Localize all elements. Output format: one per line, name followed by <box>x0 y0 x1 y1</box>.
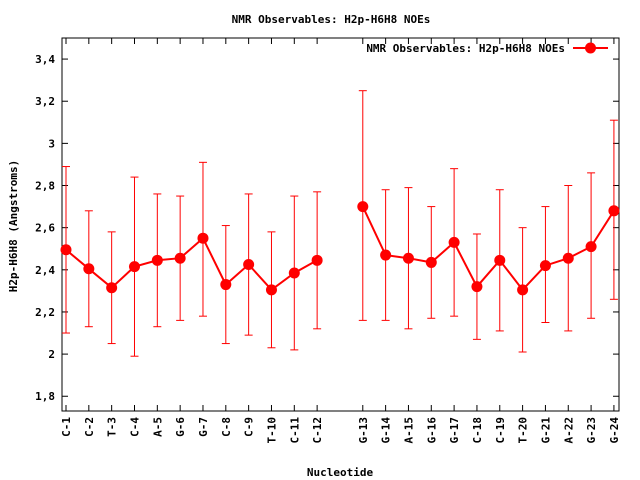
x-tick-label: G-7 <box>197 417 210 437</box>
y-tick-label: 3 <box>48 137 55 150</box>
legend-marker <box>585 42 596 54</box>
x-tick-label: C-12 <box>311 417 324 444</box>
x-tick-label: A-22 <box>562 417 575 444</box>
y-tick-label: 3,2 <box>35 95 55 108</box>
x-tick-label: C-19 <box>494 417 507 444</box>
x-tick-label: A-15 <box>402 417 415 444</box>
chart-title: NMR Observables: H2p-H6H8 NOEs <box>232 13 431 26</box>
data-point <box>425 256 437 268</box>
x-tick-label: G-16 <box>425 417 438 444</box>
x-axis-label: Nucleotide <box>307 466 374 479</box>
data-point <box>517 284 529 296</box>
legend: NMR Observables: H2p-H6H8 NOEs <box>366 42 608 55</box>
data-point <box>311 254 323 266</box>
x-tick-label: C-2 <box>83 417 96 437</box>
data-point <box>494 254 506 266</box>
x-tick-label: G-24 <box>608 417 621 444</box>
x-tick-label: C-11 <box>288 417 301 444</box>
y-axis-label: H2p-H6H8 (Angstroms) <box>7 160 20 292</box>
x-tick-label: G-21 <box>539 417 552 444</box>
x-tick-label: C-18 <box>471 417 484 444</box>
data-point <box>357 201 369 213</box>
x-tick-label: C-4 <box>128 417 141 437</box>
series-line <box>65 236 318 292</box>
x-tick-label: G-6 <box>174 417 187 437</box>
axes-layer: 1,8 2 2,2 2,4 2,6 2,8 3 3,2 3,4 C-1 C-2 T-3 C-4 A-5 G-… <box>35 38 621 444</box>
data-point <box>539 260 551 272</box>
y-tick-label: 2,2 <box>35 306 55 319</box>
y-tick-label: 2 <box>48 348 55 361</box>
data-point <box>585 241 597 253</box>
x-tick-label: G-17 <box>448 417 461 444</box>
data-point <box>288 267 300 279</box>
data-point <box>128 261 140 273</box>
data-point <box>83 263 95 275</box>
x-tick-label: G-23 <box>585 417 598 444</box>
data-point <box>380 249 392 261</box>
data-point <box>220 279 232 291</box>
x-tick-label: T-10 <box>265 417 278 444</box>
x-tick-label: C-9 <box>243 417 256 437</box>
x-tick-label: G-13 <box>357 417 370 444</box>
x-tick-label: C-1 <box>60 417 73 437</box>
x-tick-label: T-20 <box>517 417 530 444</box>
data-point <box>60 244 72 256</box>
y-tick-label: 2,4 <box>35 264 55 277</box>
data-point <box>402 252 414 264</box>
y-tick-label: 3,4 <box>35 53 55 66</box>
legend-label: NMR Observables: H2p-H6H8 NOEs <box>366 42 565 55</box>
data-point <box>174 252 186 264</box>
data-point <box>151 254 163 266</box>
x-tick-label: A-5 <box>151 417 164 437</box>
data-point <box>265 284 277 296</box>
y-tick-label: 2,6 <box>35 222 55 235</box>
series-line <box>361 206 615 292</box>
x-tick-label: G-14 <box>380 417 393 444</box>
data-point <box>471 281 483 293</box>
data-point <box>562 252 574 264</box>
data-point <box>197 232 209 244</box>
data-point <box>243 259 255 271</box>
data-point <box>608 205 620 217</box>
series-layer <box>60 90 620 357</box>
plot-frame <box>61 37 620 412</box>
data-point <box>448 236 460 248</box>
y-tick-label: 2,8 <box>35 180 55 193</box>
x-tick-label: C-8 <box>220 417 233 437</box>
data-point <box>106 282 118 294</box>
x-tick-label: T-3 <box>106 417 119 437</box>
y-tick-label: 1,8 <box>35 390 55 403</box>
